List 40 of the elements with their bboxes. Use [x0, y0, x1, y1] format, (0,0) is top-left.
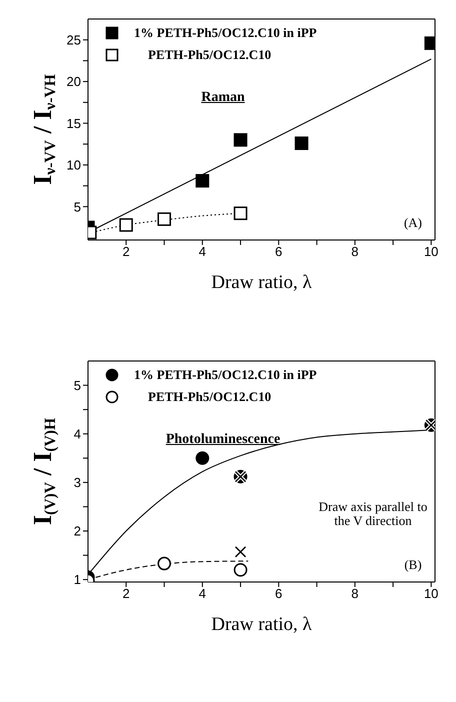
x-tick-label: 8: [351, 586, 359, 602]
x-tick-label: 10: [424, 586, 438, 602]
x-tick-label: 4: [198, 586, 206, 602]
y-tick-label: 4: [74, 426, 81, 442]
point: [294, 136, 308, 150]
y-tick-label: 1: [74, 572, 81, 588]
x-tick-label: 8: [351, 244, 359, 260]
y-tick-label: 3: [74, 475, 81, 490]
annotation: Photoluminescence: [166, 432, 280, 448]
point: [119, 218, 133, 232]
legend-label: PETH-Ph5/OC12.C10: [148, 47, 272, 63]
y-tick-label: 15: [66, 116, 81, 131]
annotation: (B): [403, 557, 423, 572]
y-tick-label: 25: [66, 32, 81, 48]
x-tick-label: 4: [198, 244, 206, 260]
annotation: Raman: [201, 90, 245, 106]
annotation: Draw axis parallel to the V direction: [318, 499, 428, 529]
legend-label: PETH-Ph5/OC12.C10: [148, 389, 272, 405]
point: [234, 133, 248, 147]
annotation: (A): [402, 215, 424, 230]
point: [158, 556, 172, 570]
legend-label: 1% PETH-Ph5/OC12.C10 in iPP: [134, 25, 317, 41]
x-tick-label: 6: [275, 244, 282, 260]
x-tick-label: 2: [122, 244, 130, 260]
x-axis-title: Draw ratio, λ: [211, 614, 313, 635]
point: [234, 563, 248, 577]
x-axis-title: Draw ratio, λ: [211, 272, 313, 293]
legend-label: 1% PETH-Ph5/OC12.C10 in iPP: [134, 367, 317, 383]
point: [158, 212, 172, 226]
y-tick-label: 5: [74, 199, 81, 214]
y-tick-label: 2: [74, 524, 81, 539]
y-tick-label: 10: [66, 158, 81, 173]
x-tick-label: 10: [424, 244, 438, 260]
point: [234, 206, 248, 220]
x-tick-label: 2: [122, 586, 130, 602]
point: [196, 174, 210, 188]
x-tick-label: 6: [275, 586, 282, 602]
point: [196, 451, 210, 465]
y-tick-label: 20: [66, 74, 81, 90]
y-tick-label: 5: [74, 378, 81, 393]
